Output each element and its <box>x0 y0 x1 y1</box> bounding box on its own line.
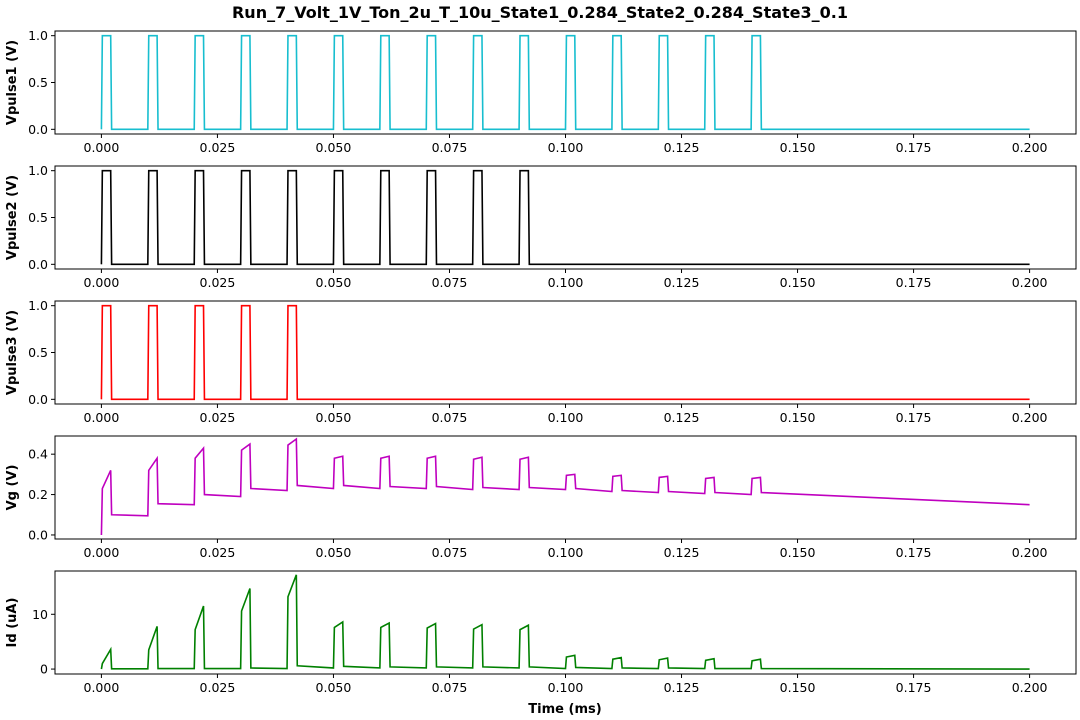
y-axis-label: Vpulse3 (V) <box>5 310 20 395</box>
y-tick-label: 0.2 <box>28 487 48 502</box>
x-tick-label: 0.175 <box>896 140 932 155</box>
x-tick-label: 0.075 <box>432 140 468 155</box>
y-tick-label: 0.0 <box>28 392 48 407</box>
x-tick-label: 0.125 <box>664 275 700 290</box>
x-tick-label: 0.100 <box>548 140 584 155</box>
subplot-2: 0.000 0.025 0.050 0.075 0.100 0.125 0.150 0.175… <box>5 163 1077 290</box>
x-tick-label: 0.050 <box>316 545 352 560</box>
y-tick-label: 0.4 <box>28 447 48 462</box>
x-tick-label: 0.125 <box>664 545 700 560</box>
x-tick-label: 0.050 <box>316 140 352 155</box>
subplot-5: 0.000 0.025 0.050 0.075 0.100 0.125 0.150 0.175… <box>5 570 1077 695</box>
y-axis-label: Vpulse1 (V) <box>5 40 20 125</box>
x-tick-label: 0.200 <box>1012 545 1048 560</box>
x-tick-label: 0.050 <box>316 410 352 425</box>
x-tick-label: 0.000 <box>84 275 120 290</box>
x-tick-label: 0.200 <box>1012 275 1048 290</box>
x-tick-label: 0.150 <box>780 140 816 155</box>
x-tick-label: 0.050 <box>316 275 352 290</box>
x-tick-label: 0.150 <box>780 545 816 560</box>
x-tick-label: 0.175 <box>896 410 932 425</box>
axes-frame-5 <box>54 570 1077 675</box>
x-tick-label: 0.125 <box>664 410 700 425</box>
x-tick-label: 0.175 <box>896 680 932 695</box>
y-axis-label: Id (uA) <box>5 598 20 648</box>
y-axis-label: Vg (V) <box>5 465 20 511</box>
x-tick-label: 0.025 <box>200 545 236 560</box>
series-line-4 <box>100 437 1030 535</box>
x-tick-label: 0.075 <box>432 410 468 425</box>
x-tick-label: 0.050 <box>316 680 352 695</box>
x-tick-label: 0.025 <box>200 275 236 290</box>
x-tick-label: 0.150 <box>780 275 816 290</box>
x-tick-label: 0.100 <box>548 275 584 290</box>
x-tick-label: 0.150 <box>780 680 816 695</box>
y-axis-label: Vpulse2 (V) <box>5 175 20 260</box>
x-tick-label: 0.075 <box>432 680 468 695</box>
subplot-1: 0.000 0.025 0.050 0.075 0.100 0.125 0.150 0.175… <box>5 28 1077 155</box>
subplot-4: 0.000 0.025 0.050 0.075 0.100 0.125 0.150 0.175… <box>5 435 1077 560</box>
x-tick-label: 0.125 <box>664 680 700 695</box>
y-tick-label: 0.0 <box>28 527 48 542</box>
x-tick-label: 0.100 <box>548 680 584 695</box>
y-tick-label: 10 <box>32 607 48 622</box>
series-line-2 <box>100 169 1030 266</box>
x-axis-label: Time (ms) <box>528 702 601 717</box>
x-tick-label: 0.075 <box>432 545 468 560</box>
axes-frame-3 <box>54 300 1077 405</box>
x-tick-label: 0.200 <box>1012 680 1048 695</box>
x-tick-label: 0.000 <box>84 410 120 425</box>
x-tick-label: 0.125 <box>664 140 700 155</box>
y-tick-label: 1.0 <box>28 163 48 178</box>
series-line-3 <box>100 304 1030 401</box>
axes-frame-2 <box>54 165 1077 270</box>
y-tick-label: 0.5 <box>28 75 48 90</box>
x-tick-label: 0.200 <box>1012 140 1048 155</box>
y-tick-label: 0.0 <box>28 257 48 272</box>
y-tick-label: 1.0 <box>28 298 48 313</box>
x-tick-label: 0.025 <box>200 680 236 695</box>
x-tick-label: 0.175 <box>896 275 932 290</box>
x-tick-label: 0.025 <box>200 410 236 425</box>
x-tick-label: 0.025 <box>200 140 236 155</box>
x-tick-label: 0.200 <box>1012 410 1048 425</box>
series-line-5 <box>100 574 1030 670</box>
chart-title: Run_7_Volt_1V_Ton_2u_T_10u_State1_0.284_… <box>232 3 848 22</box>
x-tick-label: 0.000 <box>84 680 120 695</box>
x-tick-label: 0.150 <box>780 410 816 425</box>
y-tick-label: 0.5 <box>28 210 48 225</box>
x-tick-label: 0.075 <box>432 275 468 290</box>
x-tick-label: 0.000 <box>84 140 120 155</box>
x-tick-label: 0.100 <box>548 545 584 560</box>
x-tick-label: 0.000 <box>84 545 120 560</box>
y-tick-label: 0.0 <box>28 122 48 137</box>
y-tick-label: 0.5 <box>28 345 48 360</box>
subplots: 0.000 0.025 0.050 0.075 0.100 0.125 0.150 0.175… <box>5 28 1077 695</box>
y-tick-label: 0 <box>40 662 48 677</box>
series-line-1 <box>100 34 1030 131</box>
subplot-3: 0.000 0.025 0.050 0.075 0.100 0.125 0.150 0.175… <box>5 298 1077 425</box>
x-tick-label: 0.175 <box>896 545 932 560</box>
x-tick-label: 0.100 <box>548 410 584 425</box>
y-tick-label: 1.0 <box>28 28 48 43</box>
